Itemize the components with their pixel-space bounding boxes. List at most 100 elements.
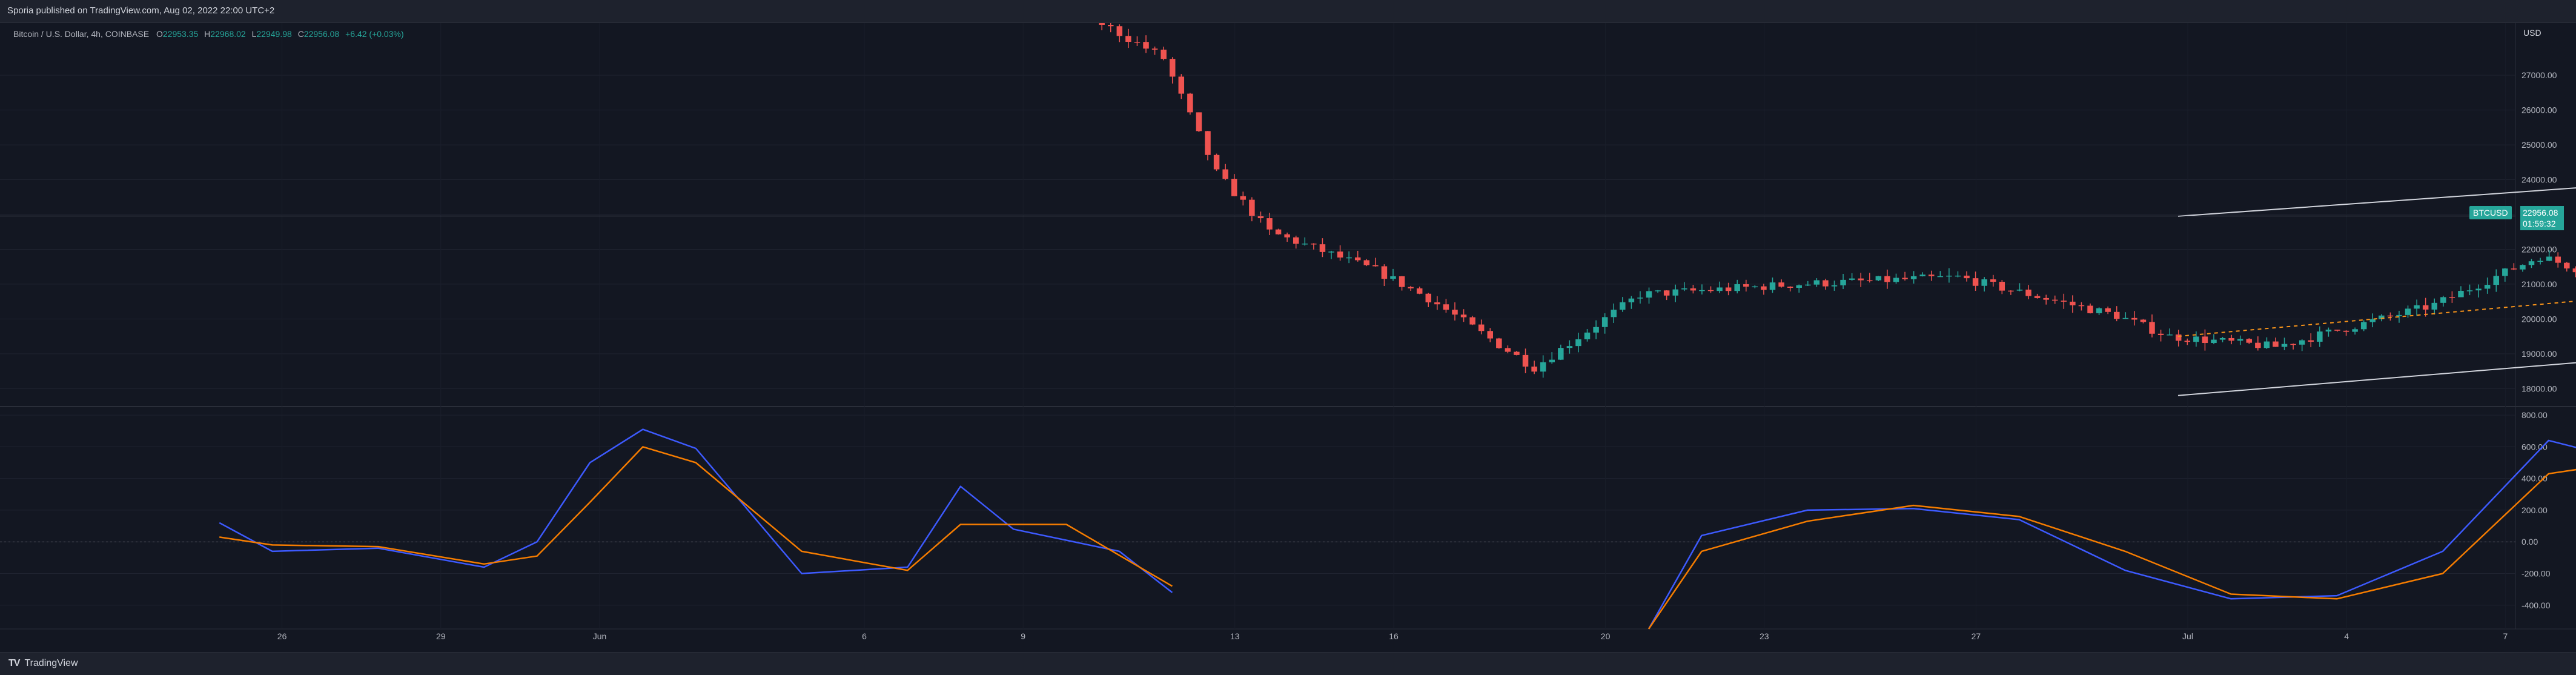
- publisher-bar: Sporia published on TradingView.com, Aug…: [0, 0, 2576, 23]
- high-value: 22968.02: [210, 29, 246, 39]
- candle-body: [1505, 348, 1511, 352]
- candle-body: [1231, 179, 1237, 196]
- candle-body: [2122, 318, 2129, 319]
- candle-body: [1601, 317, 1608, 327]
- candle-body: [2334, 330, 2340, 331]
- osc-tick-label: 800.00: [2521, 410, 2548, 420]
- candle-body: [1311, 244, 1317, 245]
- chart-canvas[interactable]: 27000.0026000.0025000.0024000.0023000.00…: [0, 23, 2576, 652]
- candle-body: [1390, 276, 1396, 279]
- time-tick-label: 16: [1389, 631, 1399, 641]
- publisher-text: Sporia published on TradingView.com, Aug…: [7, 5, 275, 16]
- time-tick-label: 4: [2344, 631, 2349, 641]
- candle-body: [2096, 308, 2102, 313]
- candle-body: [1593, 327, 1599, 333]
- candle-body: [2343, 330, 2349, 332]
- candle-body: [1293, 237, 1299, 244]
- candle-body: [1778, 282, 1784, 287]
- candle-body: [1558, 348, 1564, 360]
- candle-body: [2131, 318, 2137, 320]
- candle-body: [1611, 310, 1617, 318]
- candle-body: [1319, 244, 1326, 252]
- candle-body: [2466, 290, 2473, 291]
- candle-body: [1893, 278, 1899, 282]
- candle-body: [2043, 298, 2049, 300]
- candle-body: [2299, 340, 2305, 345]
- candle-body: [1734, 284, 1740, 291]
- candle-body: [2228, 338, 2234, 341]
- candle-body: [1690, 288, 1697, 291]
- candle-body: [1531, 366, 1537, 372]
- candle-body: [1707, 290, 1714, 291]
- candle-body: [1946, 275, 1952, 277]
- candle-body: [2422, 305, 2429, 310]
- candle-body: [2458, 291, 2464, 298]
- candle-body: [1955, 275, 1961, 277]
- time-tick-label: Jul: [2182, 631, 2193, 641]
- osc-tick-label: -200.00: [2521, 569, 2551, 579]
- candle-body: [1196, 112, 1202, 131]
- candle-body: [2493, 276, 2499, 285]
- candle-body: [1099, 23, 1105, 25]
- candle-body: [1478, 324, 1485, 331]
- candle-body: [1566, 346, 1573, 348]
- candle-body: [2025, 289, 2031, 296]
- price-tick-label: 24000.00: [2521, 175, 2557, 185]
- candle-body: [1875, 276, 1882, 281]
- candle-body: [1125, 36, 1131, 42]
- currency-label[interactable]: USD: [2523, 28, 2541, 38]
- candle-body: [1999, 282, 2005, 291]
- candle-body: [1990, 279, 1996, 282]
- candle-body: [1178, 76, 1185, 94]
- candle-body: [2484, 285, 2491, 289]
- candle-body: [2281, 344, 2288, 347]
- candle-body: [2352, 329, 2358, 332]
- candle-body: [2528, 261, 2535, 265]
- candle-body: [1813, 280, 1820, 285]
- candle-body: [1514, 351, 1520, 355]
- price-tick-label: 27000.00: [2521, 70, 2557, 80]
- last-price-tag: 22956.08 01:59:32: [2520, 206, 2564, 230]
- time-tick-label: 23: [1760, 631, 1769, 641]
- candle-body: [2290, 344, 2296, 345]
- price-tick-label: 26000.00: [2521, 105, 2557, 115]
- candle-body: [1823, 280, 1829, 287]
- candle-body: [1266, 218, 1273, 230]
- candle-body: [2572, 268, 2576, 273]
- candle-body: [1761, 286, 1767, 290]
- candle-body: [2449, 297, 2455, 298]
- close-value: 22956.08: [303, 29, 340, 39]
- candle-body: [1646, 291, 1652, 298]
- candle-body: [2414, 305, 2420, 309]
- candle-body: [1699, 290, 1705, 291]
- candle-body: [1337, 251, 1343, 258]
- candle-body: [1981, 279, 1987, 286]
- candle-body: [1169, 59, 1176, 77]
- candle-body: [2061, 301, 2067, 302]
- osc-tick-label: 200.00: [2521, 505, 2548, 515]
- candle-body: [1663, 290, 1670, 296]
- candle-body: [1108, 25, 1114, 27]
- candle-body: [2263, 341, 2270, 348]
- candle-body: [1840, 279, 1846, 285]
- time-tick-label: 26: [277, 631, 287, 641]
- tradingview-logo-icon: TV: [8, 658, 20, 668]
- candle-body: [2396, 314, 2402, 316]
- candle-body: [1796, 285, 1802, 288]
- candle-body: [1620, 302, 1626, 310]
- candle-body: [2246, 339, 2253, 343]
- osc-fast-line: [219, 428, 2576, 630]
- candle-body: [1205, 131, 1211, 155]
- candle-body: [1725, 287, 1732, 291]
- candle-body: [1496, 338, 1502, 348]
- candle-body: [1787, 287, 1793, 288]
- tradingview-brand[interactable]: TV TradingView: [8, 658, 78, 669]
- candle-body: [2157, 333, 2164, 335]
- symbol-title[interactable]: Bitcoin / U.S. Dollar, 4h, COINBASE: [13, 29, 150, 39]
- candle-body: [1408, 287, 1414, 288]
- candle-body: [1910, 276, 1917, 279]
- candle-body: [1134, 41, 1141, 43]
- candle-body: [1867, 280, 1873, 282]
- candle-body: [1213, 155, 1220, 170]
- candle-body: [1302, 244, 1308, 245]
